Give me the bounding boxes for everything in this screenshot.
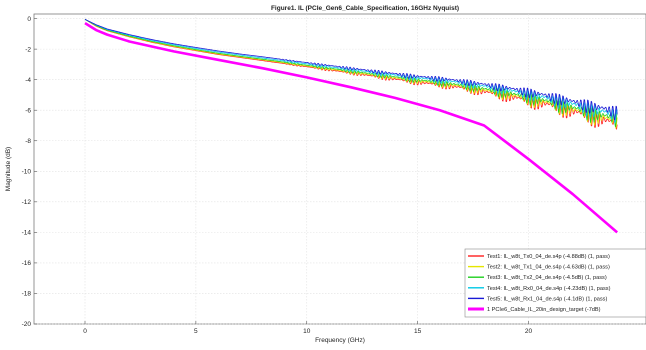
series-line <box>84 22 619 234</box>
x-tick-label: 20 <box>525 328 533 335</box>
x-tick-label: 0 <box>83 328 87 335</box>
y-tick-label: -10 <box>22 168 32 175</box>
legend-label: Test1: IL_w8t_Tx0_04_de.s4p (-4.88dB) (1… <box>487 254 610 260</box>
y-tick-label: -4 <box>25 77 31 84</box>
legend-label: Test2: IL_w8t_Tx1_04_de.s4p (-4.63dB) (1… <box>487 265 610 271</box>
x-tick-label: 5 <box>194 328 198 335</box>
x-axis-title: Frequency (GHz) <box>315 337 365 344</box>
legend-label: 1 PCIe6_Cable_IL_20in_design_target (-7d… <box>487 307 601 313</box>
legend: Test1: IL_w8t_Tx0_04_de.s4p (-4.88dB) (1… <box>464 248 646 318</box>
y-tick-label: -8 <box>25 138 31 145</box>
chart-title: Figure1. IL (PCIe_Gen6_Cable_Specificati… <box>271 5 459 12</box>
y-tick-label: 0 <box>27 16 31 23</box>
series-group <box>84 18 619 234</box>
y-axis: 0 -2 -4 -6 -8 -10 -12 -14 -16 -18 -20 <box>22 16 37 328</box>
legend-label: Test4: IL_w8t_Rx0_04_de.s4p (-4.23dB) (1… <box>487 286 611 292</box>
series-line <box>84 19 618 130</box>
x-tick-label: 10 <box>303 328 311 335</box>
series-line <box>84 18 618 121</box>
y-tick-label: -16 <box>22 260 32 267</box>
y-axis-title: Magnitude (dB) <box>5 147 12 191</box>
y-tick-label: -12 <box>22 199 32 206</box>
y-tick-label: -14 <box>22 230 32 237</box>
x-tick-label: 15 <box>414 328 422 335</box>
y-tick-label: -6 <box>25 107 31 114</box>
x-axis: 0 5 10 15 20 <box>83 321 532 335</box>
y-tick-label: -2 <box>25 46 31 53</box>
grid <box>34 14 646 325</box>
y-tick-label: -20 <box>22 321 32 328</box>
legend-box <box>464 248 646 318</box>
legend-label: Test5: IL_w8t_Rx1_04_de.s4p (-4.1dB) (1,… <box>487 296 607 302</box>
legend-label: Test3: IL_w8t_Tx2_04_de.s4p (-4.5dB) (1,… <box>487 275 607 281</box>
y-tick-label: -18 <box>22 291 32 298</box>
